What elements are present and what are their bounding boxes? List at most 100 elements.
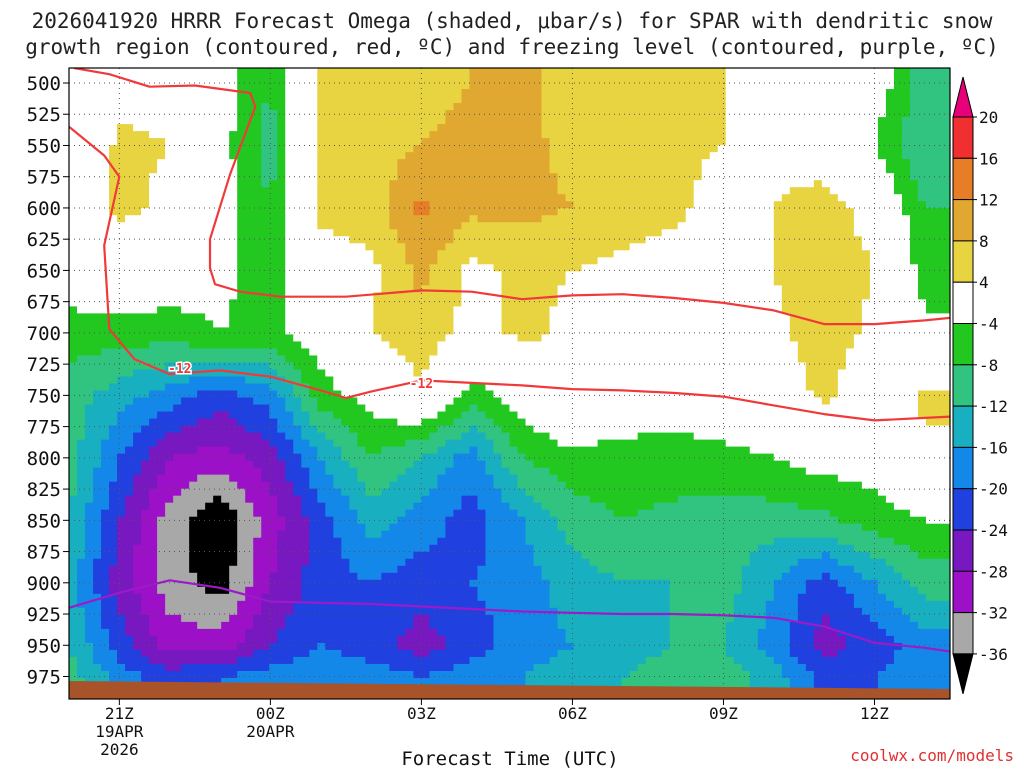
omega-cell	[357, 334, 366, 343]
omega-cell	[165, 215, 174, 223]
omega-cell	[533, 376, 543, 385]
omega-cell	[629, 229, 639, 237]
omega-cell	[733, 194, 743, 202]
omega-cell	[725, 376, 735, 385]
omega-cell	[101, 306, 110, 314]
omega-cell	[381, 187, 390, 195]
omega-cell	[165, 89, 174, 97]
omega-cell	[661, 180, 671, 188]
omega-cell	[661, 194, 671, 202]
omega-cell	[533, 159, 543, 167]
omega-cell	[781, 264, 791, 272]
omega-cell	[821, 285, 831, 293]
omega-cell	[725, 327, 735, 336]
omega-cell	[461, 145, 471, 153]
omega-cell	[629, 250, 639, 258]
omega-cell	[597, 117, 607, 125]
omega-cell	[861, 341, 871, 350]
omega-cell	[333, 117, 342, 125]
omega-cell	[149, 152, 158, 160]
omega-cell	[813, 222, 823, 230]
omega-cell	[653, 166, 663, 174]
omega-cell	[261, 138, 270, 146]
omega-cell	[261, 292, 270, 300]
omega-cell	[125, 152, 134, 160]
omega-cell	[325, 369, 334, 378]
omega-cell	[405, 341, 414, 350]
omega-cell	[69, 229, 78, 237]
omega-cell	[509, 124, 519, 132]
omega-cell	[85, 348, 94, 357]
omega-cell	[133, 250, 142, 258]
omega-cell	[477, 306, 487, 314]
omega-cell	[725, 292, 735, 300]
omega-cell	[885, 236, 895, 244]
omega-cell	[253, 334, 262, 343]
omega-cell	[173, 285, 182, 293]
omega-cell	[325, 236, 334, 244]
omega-cell	[309, 82, 318, 90]
omega-cell	[781, 173, 791, 181]
omega-cell	[677, 264, 687, 272]
omega-cell	[101, 292, 110, 300]
omega-cell	[261, 341, 270, 350]
omega-cell	[309, 75, 318, 83]
omega-cell	[125, 166, 134, 174]
omega-cell	[237, 215, 246, 223]
omega-cell	[333, 75, 342, 83]
omega-cell	[717, 208, 727, 216]
omega-cell	[781, 362, 791, 371]
omega-cell	[797, 285, 807, 293]
omega-cell	[517, 278, 527, 286]
omega-cell	[693, 334, 703, 343]
omega-cell	[757, 110, 767, 118]
omega-cell	[397, 362, 406, 371]
omega-cell	[485, 341, 495, 350]
omega-cell	[797, 299, 807, 307]
omega-cell	[133, 145, 142, 153]
omega-cell	[789, 320, 799, 329]
omega-cell	[245, 306, 254, 314]
omega-cell	[693, 250, 703, 258]
omega-cell	[605, 103, 615, 111]
omega-cell	[317, 285, 326, 293]
omega-cell	[429, 327, 439, 336]
omega-cell	[789, 271, 799, 279]
omega-cell	[661, 250, 671, 258]
omega-cell	[669, 257, 679, 265]
omega-cell	[405, 383, 414, 392]
omega-cell	[189, 243, 198, 251]
omega-cell	[397, 145, 406, 153]
omega-cell	[341, 264, 350, 272]
omega-cell	[821, 96, 831, 104]
omega-cell	[549, 257, 559, 265]
omega-cell	[245, 131, 254, 139]
omega-cell	[933, 131, 943, 139]
omega-cell	[701, 278, 711, 286]
omega-cell	[541, 96, 551, 104]
omega-cell	[373, 348, 382, 357]
omega-cell	[861, 243, 871, 251]
omega-cell	[453, 369, 463, 378]
omega-cell	[773, 236, 783, 244]
omega-cell	[309, 271, 318, 279]
omega-cell	[653, 250, 663, 258]
omega-cell	[677, 313, 687, 321]
omega-cell	[373, 306, 382, 314]
omega-cell	[773, 299, 783, 307]
omega-cell	[413, 82, 422, 90]
omega-cell	[429, 75, 439, 83]
omega-cell	[501, 222, 511, 230]
omega-cell	[573, 68, 583, 76]
omega-cell	[237, 222, 246, 230]
omega-cell	[717, 362, 727, 371]
omega-cell	[917, 215, 927, 223]
omega-cell	[333, 243, 342, 251]
omega-cell	[541, 257, 551, 265]
omega-cell	[533, 334, 543, 343]
omega-cell	[629, 194, 639, 202]
omega-cell	[709, 131, 719, 139]
omega-cell	[653, 138, 663, 146]
omega-cell	[405, 355, 414, 364]
